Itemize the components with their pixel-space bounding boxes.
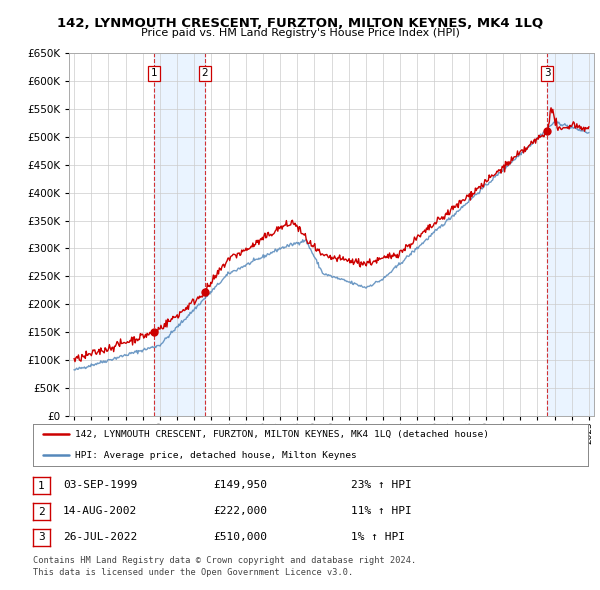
Text: 2: 2 xyxy=(38,507,45,516)
Text: Contains HM Land Registry data © Crown copyright and database right 2024.: Contains HM Land Registry data © Crown c… xyxy=(33,556,416,565)
Text: 3: 3 xyxy=(544,68,550,78)
Text: This data is licensed under the Open Government Licence v3.0.: This data is licensed under the Open Gov… xyxy=(33,568,353,577)
Text: £510,000: £510,000 xyxy=(213,532,267,542)
Text: 1% ↑ HPI: 1% ↑ HPI xyxy=(351,532,405,542)
Text: 3: 3 xyxy=(38,533,45,542)
Bar xyxy=(547,53,594,416)
Text: 03-SEP-1999: 03-SEP-1999 xyxy=(63,480,137,490)
Text: 1: 1 xyxy=(151,68,158,78)
Text: 11% ↑ HPI: 11% ↑ HPI xyxy=(351,506,412,516)
Text: £222,000: £222,000 xyxy=(213,506,267,516)
Text: 23% ↑ HPI: 23% ↑ HPI xyxy=(351,480,412,490)
Text: 142, LYNMOUTH CRESCENT, FURZTON, MILTON KEYNES, MK4 1LQ: 142, LYNMOUTH CRESCENT, FURZTON, MILTON … xyxy=(57,17,543,30)
Text: 142, LYNMOUTH CRESCENT, FURZTON, MILTON KEYNES, MK4 1LQ (detached house): 142, LYNMOUTH CRESCENT, FURZTON, MILTON … xyxy=(74,430,488,439)
Text: £149,950: £149,950 xyxy=(213,480,267,490)
Text: 1: 1 xyxy=(38,481,45,490)
Text: 14-AUG-2002: 14-AUG-2002 xyxy=(63,506,137,516)
Text: 2: 2 xyxy=(202,68,208,78)
Text: Price paid vs. HM Land Registry's House Price Index (HPI): Price paid vs. HM Land Registry's House … xyxy=(140,28,460,38)
Text: 26-JUL-2022: 26-JUL-2022 xyxy=(63,532,137,542)
Text: HPI: Average price, detached house, Milton Keynes: HPI: Average price, detached house, Milt… xyxy=(74,451,356,460)
Bar xyxy=(154,53,205,416)
